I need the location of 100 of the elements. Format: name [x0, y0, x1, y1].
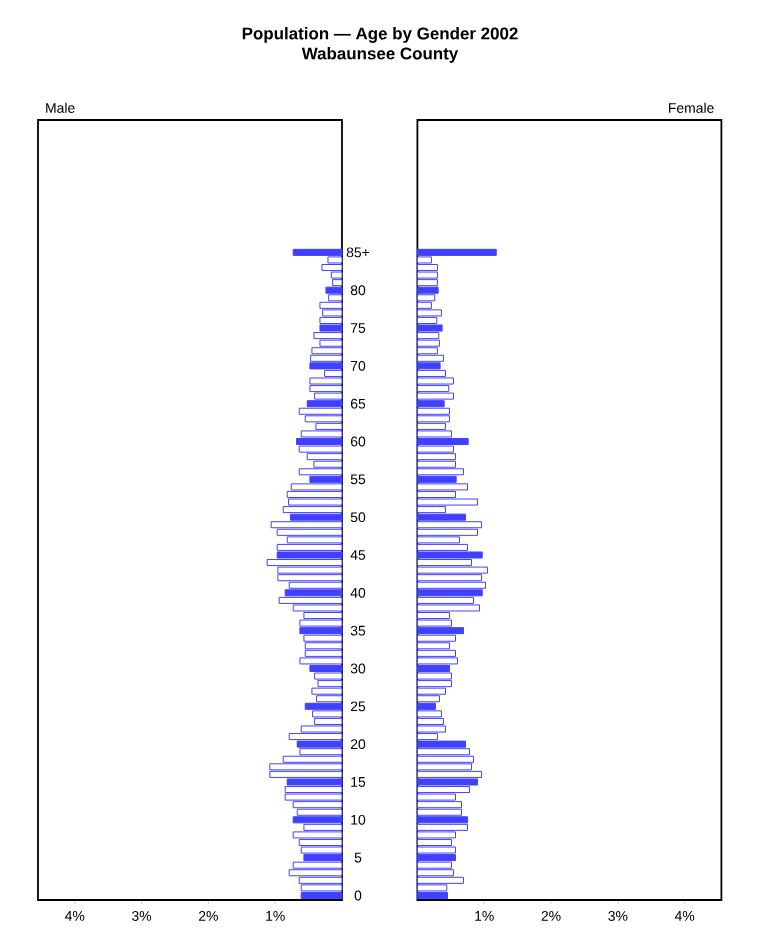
bar: [416, 521, 483, 529]
bar: [416, 725, 446, 733]
bar: [416, 702, 436, 710]
bar: [416, 755, 475, 763]
bar: [300, 430, 343, 438]
bar: [306, 453, 343, 461]
bar: [416, 589, 483, 597]
bar: [298, 445, 343, 453]
bar: [416, 279, 438, 287]
bar: [270, 521, 343, 529]
bar: [416, 604, 481, 612]
bar: [290, 483, 343, 491]
bar: [416, 354, 444, 362]
bar: [416, 581, 487, 589]
bar: [416, 324, 443, 332]
bar: [416, 596, 475, 604]
bar: [298, 838, 343, 847]
bar: [416, 271, 438, 279]
bar: [288, 869, 343, 877]
bar: [416, 801, 462, 809]
bar: [299, 627, 343, 635]
bar: [416, 377, 454, 385]
bar: [416, 263, 438, 272]
bar: [310, 354, 343, 362]
bar: [416, 551, 483, 559]
bar: [416, 778, 479, 786]
bar: [296, 740, 343, 748]
bar: [416, 664, 450, 673]
bar: [416, 627, 465, 635]
bar: [311, 687, 343, 695]
bar: [321, 263, 343, 272]
bar: [416, 823, 469, 831]
bar: [416, 717, 444, 725]
bar: [416, 339, 440, 347]
bar: [282, 506, 343, 514]
bar: [276, 528, 343, 536]
bar: [319, 301, 343, 309]
bar: [292, 248, 343, 256]
bar: [416, 362, 441, 370]
bar: [416, 286, 439, 294]
bar: [416, 854, 456, 862]
bar: [416, 861, 452, 869]
bar: [416, 437, 469, 446]
bar: [276, 543, 343, 551]
bar: [312, 710, 343, 718]
bar: [416, 332, 440, 340]
bar: [303, 634, 343, 642]
bar: [416, 294, 436, 302]
bar: [332, 279, 343, 287]
bar: [292, 861, 343, 869]
bar: [314, 672, 343, 680]
bar: [416, 634, 456, 642]
bar: [416, 642, 450, 650]
bar: [304, 649, 343, 657]
bar: [300, 846, 343, 854]
bar: [416, 680, 452, 688]
bar: [416, 740, 467, 748]
bar: [416, 498, 479, 506]
bar: [309, 377, 343, 385]
bar: [416, 657, 458, 665]
bar: [278, 596, 343, 604]
bar: [416, 748, 471, 756]
bar: [269, 763, 343, 771]
bar: [292, 801, 343, 809]
bar: [292, 831, 343, 839]
bar: [314, 392, 343, 400]
bar: [416, 838, 452, 847]
bar: [319, 324, 343, 332]
bar: [304, 642, 343, 650]
bar: [311, 347, 343, 355]
bar: [317, 680, 343, 688]
bar: [298, 407, 343, 415]
bar: [416, 316, 438, 324]
bar: [288, 498, 343, 506]
bar: [416, 483, 469, 491]
bar: [292, 816, 343, 824]
bar: [288, 733, 343, 741]
bar: [416, 392, 454, 400]
bar: [416, 710, 442, 718]
bar: [416, 876, 465, 884]
bar: [284, 786, 343, 794]
bar: [309, 362, 343, 370]
bar: [319, 316, 343, 324]
bar: [416, 369, 446, 377]
bar: [306, 400, 343, 408]
bar: [416, 415, 450, 423]
bar: [266, 559, 343, 567]
bar: [299, 657, 343, 665]
bar: [416, 649, 456, 657]
bar: [284, 793, 343, 801]
bar: [322, 309, 343, 317]
bar: [416, 347, 438, 355]
bar: [416, 309, 442, 317]
bar: [309, 385, 343, 393]
text: Population — Age by Gender 2002: [242, 27, 518, 43]
bar: [319, 339, 343, 347]
bar: [416, 770, 483, 778]
bar: [325, 286, 343, 294]
bar: [299, 619, 343, 627]
bar: [269, 770, 343, 778]
